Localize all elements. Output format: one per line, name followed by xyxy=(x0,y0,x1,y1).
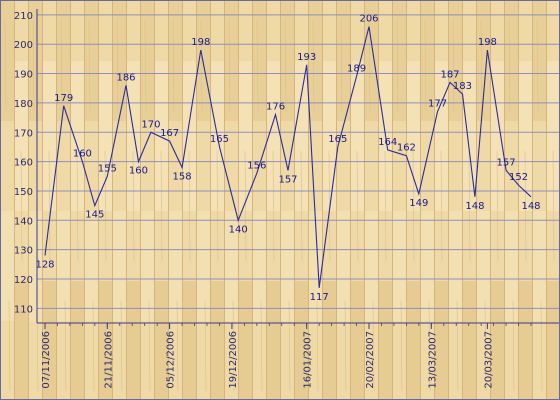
data-label: 145 xyxy=(85,210,104,221)
axes xyxy=(36,9,559,324)
data-label: 157 xyxy=(497,157,516,168)
data-label: 158 xyxy=(173,171,192,182)
y-tick-label: 170 xyxy=(14,128,33,139)
data-label: 198 xyxy=(478,37,497,48)
y-tick-label: 140 xyxy=(14,216,33,227)
y-tick-label: 150 xyxy=(14,187,33,198)
data-label: 206 xyxy=(359,14,378,25)
y-tick-label: 190 xyxy=(14,70,33,81)
data-label: 162 xyxy=(397,143,416,154)
data-label: 198 xyxy=(191,37,210,48)
data-label: 187 xyxy=(440,69,459,80)
x-tick-label: 13/03/2007 xyxy=(427,331,438,389)
x-tick-label: 07/11/2006 xyxy=(41,331,52,389)
data-label: 193 xyxy=(297,52,316,63)
x-tick-label: 05/12/2006 xyxy=(166,331,177,389)
data-label: 165 xyxy=(328,134,347,145)
x-axis-ticks: 07/11/2006 21/11/2006 05/12/2006 19/12/2006… xyxy=(41,323,532,389)
y-tick-label: 180 xyxy=(14,99,33,110)
data-label: 179 xyxy=(54,93,73,104)
x-tick-label: 20/03/2007 xyxy=(483,331,494,389)
data-label: 157 xyxy=(278,174,297,185)
data-label: 149 xyxy=(409,198,428,209)
y-axis-ticks: 110 120 130 140 150 160 170 180 190 200 210 xyxy=(14,11,33,315)
y-tick-label: 210 xyxy=(14,11,33,22)
grid-lines xyxy=(37,14,559,309)
data-label: 148 xyxy=(465,201,484,212)
data-label: 160 xyxy=(129,166,148,177)
data-label: 170 xyxy=(141,119,160,130)
data-label: 160 xyxy=(73,149,92,160)
data-label: 165 xyxy=(210,134,229,145)
data-label: 152 xyxy=(509,172,528,183)
series-line xyxy=(44,26,532,288)
y-tick-label: 110 xyxy=(14,304,33,315)
data-label: 155 xyxy=(98,163,117,174)
x-tick-label: 19/12/2006 xyxy=(228,331,239,389)
data-label: 183 xyxy=(453,81,472,92)
data-label: 156 xyxy=(247,160,266,171)
data-label: 186 xyxy=(116,72,135,83)
data-label: 177 xyxy=(428,99,447,110)
y-tick-label: 130 xyxy=(14,246,33,257)
x-tick-label: 16/01/2007 xyxy=(303,331,314,389)
data-label: 117 xyxy=(310,292,329,303)
data-label: 164 xyxy=(378,137,397,148)
data-label: 176 xyxy=(266,102,285,113)
data-label: 167 xyxy=(160,128,179,139)
y-tick-label: 120 xyxy=(14,275,33,286)
y-tick-label: 200 xyxy=(14,40,33,51)
x-tick-label: 20/02/2007 xyxy=(365,331,376,389)
y-tick-label: 160 xyxy=(14,158,33,169)
data-label: 189 xyxy=(347,63,366,74)
data-label: 140 xyxy=(229,224,248,235)
x-tick-label: 21/11/2006 xyxy=(103,331,114,389)
data-label: 148 xyxy=(521,201,540,212)
data-label: 128 xyxy=(35,260,54,271)
